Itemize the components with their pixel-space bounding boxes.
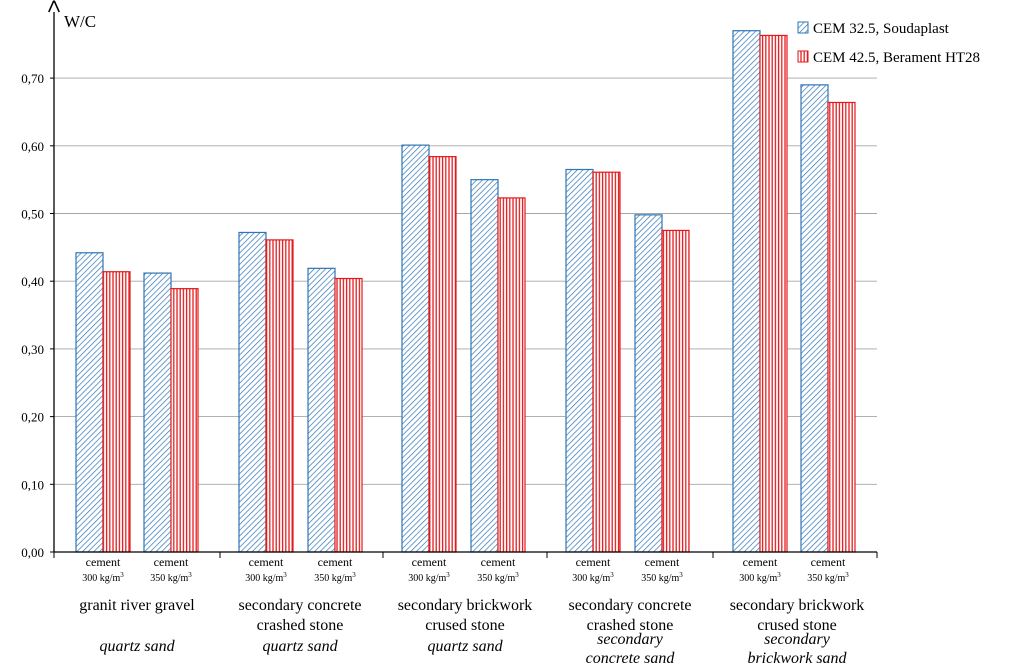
bar-berament: [102, 271, 131, 553]
category-label-cement: cement: [743, 555, 778, 569]
category-label-dose: 350 kg/m3: [477, 571, 519, 584]
legend-swatch-blue: [797, 21, 809, 34]
bar-berament: [497, 197, 526, 553]
group-aggregate-label: secondary concrete: [238, 597, 361, 614]
group-sand-label: quartz sand: [262, 638, 338, 655]
bar-soudaplast: [401, 144, 430, 553]
bar-soudaplast: [307, 267, 336, 553]
legend-item-berament: CEM 42.5, Berament HT28: [797, 50, 980, 66]
dose-text: 350 kg/m: [641, 573, 679, 584]
dose-text: 300 kg/m: [245, 573, 283, 584]
category-label-dose: 350 kg/m3: [807, 571, 849, 584]
y-tick-label: 0,00: [21, 545, 44, 560]
y-axis-label: W/C: [64, 12, 96, 31]
legend-label: CEM 42.5, Berament HT28: [813, 50, 980, 66]
category-label-cement: cement: [481, 555, 516, 569]
bar-soudaplast: [238, 231, 267, 553]
group-labels: granit river gravel quartz sand secondary …: [79, 597, 864, 667]
bar-berament: [428, 156, 457, 553]
bar-berament: [592, 171, 621, 553]
dose-text: 350 kg/m: [150, 573, 188, 584]
category-label-cement: cement: [811, 555, 846, 569]
group-aggregate-label: secondary concrete: [568, 597, 691, 614]
y-tick-labels: 0,00 0,10 0,20 0,30 0,40 0,50 0,60 0,70: [21, 71, 54, 560]
dose-unit-superscript: 3: [610, 571, 614, 579]
legend: CEM 32.5, Soudaplast CEM 42.5, Berament …: [797, 21, 980, 66]
group-aggregate-label: secondary brickwork: [398, 597, 533, 614]
y-tick-label: 0,50: [21, 207, 44, 222]
group-sand-label: secondary: [764, 631, 831, 648]
bar-soudaplast: [75, 252, 104, 553]
category-label-dose: 350 kg/m3: [314, 571, 356, 584]
category-label-dose: 350 kg/m3: [150, 571, 192, 584]
bar-berament: [661, 229, 690, 553]
dose-text: 350 kg/m: [314, 573, 352, 584]
group-sand-label: secondary: [597, 631, 664, 648]
category-label-dose: 300 kg/m3: [572, 571, 614, 584]
category-label-dose: 300 kg/m3: [408, 571, 450, 584]
category-label-cement: cement: [249, 555, 284, 569]
y-tick-label: 0,60: [21, 139, 44, 154]
bar-berament: [759, 34, 788, 553]
bar-berament: [265, 239, 294, 553]
y-tick-label: 0,70: [21, 71, 44, 86]
group-sand-label: concrete sand: [586, 650, 676, 667]
category-label-cement: cement: [86, 555, 121, 569]
dose-unit-superscript: 3: [446, 571, 450, 579]
category-label-cement: cement: [576, 555, 611, 569]
dose-text: 350 kg/m: [807, 573, 845, 584]
group-aggregate-label: crashed stone: [257, 617, 344, 634]
legend-label: CEM 32.5, Soudaplast: [813, 21, 950, 37]
bar-soudaplast: [634, 214, 663, 553]
bar-soudaplast: [470, 179, 499, 553]
category-label-dose: 300 kg/m3: [82, 571, 124, 584]
bar-soudaplast: [565, 168, 594, 553]
group-aggregate-label: crused stone: [757, 617, 837, 634]
y-tick-label: 0,30: [21, 342, 44, 357]
dose-text: 350 kg/m: [477, 573, 515, 584]
bar-berament: [170, 288, 199, 553]
category-label-dose: 350 kg/m3: [641, 571, 683, 584]
dose-text: 300 kg/m: [572, 573, 610, 584]
dose-text: 300 kg/m: [82, 573, 120, 584]
category-label-dose: 300 kg/m3: [245, 571, 287, 584]
dose-unit-superscript: 3: [120, 571, 124, 579]
group-aggregate-label: crashed stone: [587, 617, 674, 634]
group-sand-label: quartz sand: [99, 638, 175, 655]
y-tick-label: 0,40: [21, 274, 44, 289]
category-label-cement: cement: [318, 555, 353, 569]
legend-swatch-red: [797, 50, 809, 63]
dose-unit-superscript: 3: [777, 571, 781, 579]
dose-text: 300 kg/m: [408, 573, 446, 584]
bar-soudaplast: [143, 272, 172, 553]
legend-item-soudaplast: CEM 32.5, Soudaplast: [797, 21, 950, 37]
group-aggregate-label: crused stone: [425, 617, 505, 634]
dose-unit-superscript: 3: [283, 571, 287, 579]
dose-unit-superscript: 3: [679, 571, 683, 579]
dose-unit-superscript: 3: [515, 571, 519, 579]
category-label-cement: cement: [412, 555, 447, 569]
bar-soudaplast: [800, 84, 829, 553]
y-tick-label: 0,20: [21, 410, 44, 425]
group-aggregate-label: granit river gravel: [79, 597, 195, 614]
bar-berament: [827, 101, 856, 553]
category-label-dose: 300 kg/m3: [739, 571, 781, 584]
category-label-cement: cement: [154, 555, 189, 569]
group-sand-label: quartz sand: [427, 638, 503, 655]
y-tick-label: 0,10: [21, 477, 44, 492]
bar-berament: [334, 277, 363, 553]
dose-unit-superscript: 3: [188, 571, 192, 579]
bar-soudaplast: [732, 30, 761, 553]
dose-text: 300 kg/m: [739, 573, 777, 584]
category-label-cement: cement: [645, 555, 680, 569]
group-sand-label: brickwork sand: [747, 650, 847, 667]
group-aggregate-label: secondary brickwork: [730, 597, 865, 614]
dose-unit-superscript: 3: [845, 571, 849, 579]
dose-unit-superscript: 3: [352, 571, 356, 579]
bars: [75, 30, 856, 553]
